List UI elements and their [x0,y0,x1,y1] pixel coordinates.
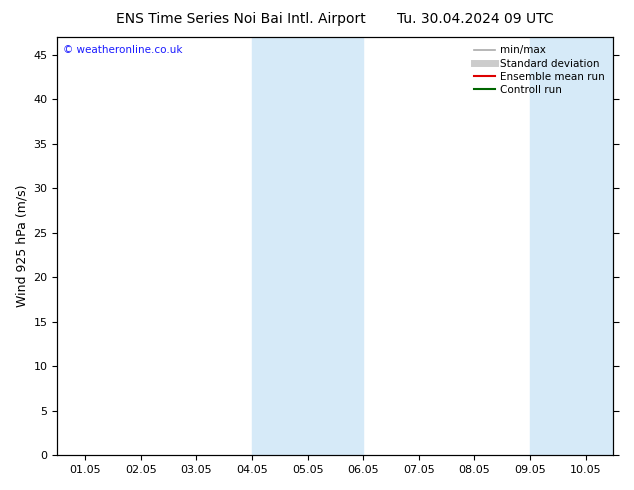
Bar [252,37,307,455]
Legend: min/max, Standard deviation, Ensemble mean run, Controll run: min/max, Standard deviation, Ensemble me… [471,42,608,98]
Text: ENS Time Series Noi Bai Intl. Airport: ENS Time Series Noi Bai Intl. Airport [116,12,366,26]
Y-axis label: Wind 925 hPa (m/s): Wind 925 hPa (m/s) [15,185,28,307]
Bar [307,37,363,455]
Bar [530,37,586,455]
Bar [586,37,634,455]
Text: Tu. 30.04.2024 09 UTC: Tu. 30.04.2024 09 UTC [397,12,554,26]
Text: © weatheronline.co.uk: © weatheronline.co.uk [63,46,183,55]
